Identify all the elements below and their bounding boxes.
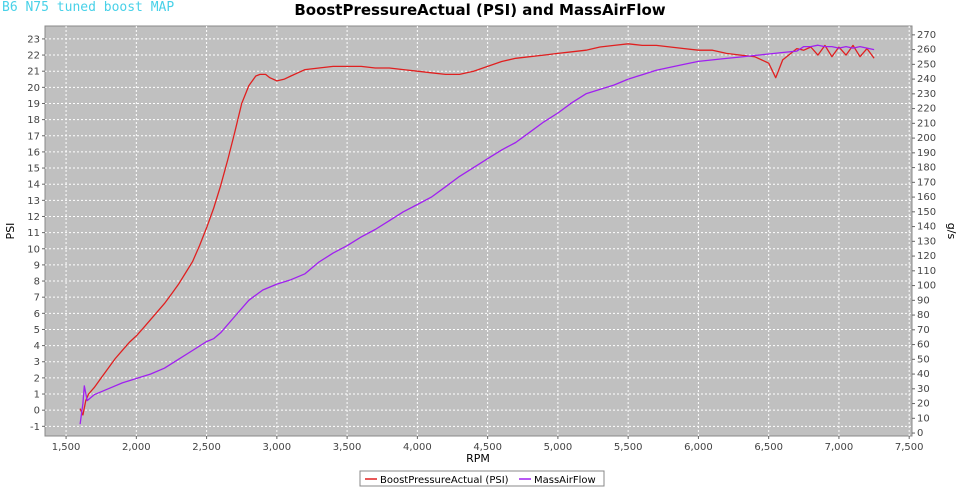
y2-tick-label: 200: [917, 133, 936, 144]
y-tick-label: 5: [34, 325, 40, 336]
y2-tick-label: 100: [917, 281, 936, 292]
legend-label-boost: BoostPressureActual (PSI): [380, 475, 509, 486]
y-tick-label: 23: [27, 34, 40, 45]
y2-tick-label: 0: [917, 428, 923, 439]
series-line-maf: [79, 44, 875, 425]
y-tick-label: 7: [34, 293, 40, 304]
x-tick-label: 5,000: [544, 442, 573, 453]
y-tick-label: 6: [34, 309, 40, 320]
y2-tick-label: 130: [917, 236, 936, 247]
y-tick-label: 3: [34, 357, 40, 368]
y-tick-label: 8: [34, 277, 40, 288]
y-tick-label: 2: [34, 373, 40, 384]
y-tick-label: -1: [30, 422, 40, 433]
y2-tick-label: 170: [917, 177, 936, 188]
y2-tick-label: 80: [917, 310, 930, 321]
legend-label-maf: MassAirFlow: [534, 475, 596, 486]
y2-tick-label: 90: [917, 295, 930, 306]
x-tick-label: 7,500: [895, 442, 924, 453]
y-tick-label: 13: [27, 196, 40, 207]
y-tick-label: 16: [27, 147, 40, 158]
x-tick-label: 7,000: [825, 442, 854, 453]
x-tick-label: 3,000: [263, 442, 292, 453]
chart-title: BoostPressureActual (PSI) and MassAirFlo…: [294, 1, 665, 19]
y2-tick-label: 270: [917, 30, 936, 41]
y-tick-label: 0: [34, 406, 40, 417]
y2-tick-label: 60: [917, 340, 930, 351]
x-axis-label: RPM: [466, 452, 490, 465]
y-tick-label: 9: [34, 260, 40, 271]
y2-tick-label: 240: [917, 74, 936, 85]
y2-tick-label: 30: [917, 384, 930, 395]
y-tick-label: 4: [34, 341, 40, 352]
x-tick-label: 6,000: [684, 442, 713, 453]
y2-tick-label: 160: [917, 192, 936, 203]
plot-area: [44, 25, 913, 437]
legend-box: [359, 470, 605, 487]
y2-tick-label: 110: [917, 266, 936, 277]
y2-tick-label: 70: [917, 325, 930, 336]
x-tick-label: 5,500: [614, 442, 643, 453]
y-tick-label: 19: [27, 99, 40, 110]
series-line-boost: [79, 43, 875, 416]
y-tick-label: 18: [27, 115, 40, 126]
y2-tick-label: 40: [917, 369, 930, 380]
y-tick-label: 12: [27, 212, 40, 223]
y2-tick-label: 210: [917, 118, 936, 129]
y2-tick-label: 190: [917, 148, 936, 159]
y2-tick-label: 230: [917, 89, 936, 100]
y2-tick-label: 220: [917, 104, 936, 115]
y2-axis-ticks: 0 10 20 30 40 50 60 70 80 90 100 110 120 130 140 150 160…: [912, 30, 936, 439]
y-tick-label: 20: [27, 83, 40, 94]
y-tick-label: 11: [27, 228, 40, 239]
x-tick-label: 2,000: [122, 442, 151, 453]
y-tick-label: 22: [27, 51, 40, 62]
y2-tick-label: 120: [917, 251, 936, 262]
y2-tick-label: 50: [917, 354, 930, 365]
x-tick-label: 1,500: [52, 442, 81, 453]
y2-axis-label: g/s: [945, 223, 958, 240]
x-tick-label: 6,500: [754, 442, 783, 453]
y2-tick-label: 20: [917, 399, 930, 410]
chart-caption: B6 N75 tuned boost MAP: [2, 0, 175, 15]
grid-lines: [45, 26, 912, 436]
y-tick-label: 1: [34, 390, 40, 401]
y2-tick-label: 250: [917, 59, 936, 70]
y-tick-label: 17: [27, 131, 40, 142]
x-tick-label: 4,500: [473, 442, 502, 453]
y2-tick-label: 180: [917, 163, 936, 174]
y2-tick-label: 140: [917, 222, 936, 233]
y-tick-label: 14: [27, 180, 40, 191]
y-tick-label: 10: [27, 244, 40, 255]
y2-tick-label: 260: [917, 45, 936, 56]
series-lines: [79, 43, 875, 425]
y2-tick-label: 150: [917, 207, 936, 218]
y2-tick-label: 10: [917, 413, 930, 424]
y-tick-label: 21: [27, 67, 40, 78]
y-axis-label: PSI: [4, 223, 17, 240]
x-tick-label: 3,500: [333, 442, 362, 453]
x-tick-label: 2,500: [192, 442, 221, 453]
x-axis-ticks: 1,500 2,000 2,500 3,000 3,500 4,000 4,500 5,000…: [52, 436, 924, 453]
y-tick-label: 15: [27, 164, 40, 175]
x-tick-label: 4,000: [403, 442, 432, 453]
legend: BoostPressureActual (PSI) MassAirFlow: [359, 470, 605, 487]
